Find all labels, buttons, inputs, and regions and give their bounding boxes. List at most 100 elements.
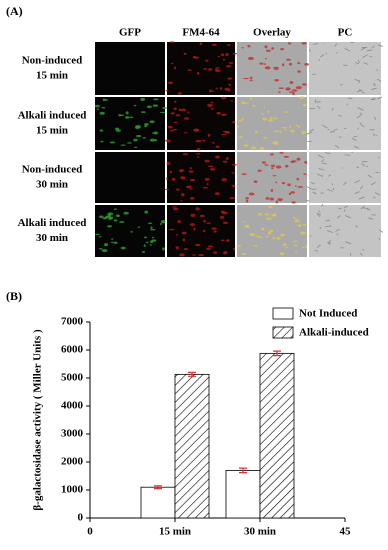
cell [193, 227, 196, 231]
cell [321, 174, 324, 176]
cell [208, 245, 214, 248]
cell [317, 154, 324, 159]
cell [206, 222, 211, 224]
cell [312, 191, 317, 195]
cell [109, 141, 116, 144]
cell [325, 52, 328, 55]
bar [140, 486, 176, 519]
cell [255, 235, 260, 237]
cell [194, 243, 201, 247]
cell [268, 205, 273, 208]
cell [361, 248, 365, 251]
micrograph [306, 96, 383, 150]
micrograph-bg [167, 97, 235, 150]
bar [225, 469, 261, 519]
cell [204, 177, 210, 181]
cell [267, 231, 271, 235]
column-header: Overlay [253, 27, 291, 39]
cell [280, 233, 285, 237]
cell [379, 229, 384, 233]
cell [147, 222, 153, 225]
cell [273, 117, 278, 120]
cell [295, 86, 302, 90]
cell [199, 42, 203, 46]
cell [222, 221, 229, 224]
cell [265, 197, 270, 200]
cell [297, 186, 304, 188]
cell [181, 231, 187, 235]
cell [177, 220, 182, 223]
cell [190, 213, 196, 217]
cell [329, 224, 332, 228]
cell [335, 228, 340, 232]
cell [293, 216, 296, 220]
cell [366, 208, 371, 211]
cell [264, 213, 270, 216]
cell [118, 114, 122, 117]
cell [359, 252, 363, 256]
cell [187, 69, 192, 72]
cell [99, 129, 104, 132]
cell [99, 111, 105, 115]
micrograph [237, 96, 307, 151]
cell [366, 165, 369, 168]
cell [168, 228, 175, 231]
cell [201, 139, 206, 142]
cell [275, 236, 281, 240]
micrograph-bg [237, 152, 307, 203]
cell [359, 112, 363, 115]
cell [295, 124, 298, 127]
cell [362, 54, 368, 58]
cell [243, 221, 247, 223]
cell [232, 121, 236, 124]
cell [373, 82, 376, 85]
cell [289, 62, 293, 66]
cell [328, 174, 332, 177]
cell [314, 99, 317, 103]
cell [331, 183, 334, 186]
row-label: Alkali induced [18, 110, 87, 122]
cell [215, 67, 220, 69]
cell [220, 53, 225, 57]
cell [226, 239, 230, 242]
micrograph [94, 97, 167, 150]
cell [133, 104, 137, 107]
cell [175, 246, 180, 250]
cell [263, 106, 266, 109]
cell [336, 215, 341, 219]
cell [213, 230, 217, 233]
cell [317, 213, 321, 217]
cell [211, 141, 215, 144]
cell [113, 208, 117, 210]
cell [172, 128, 178, 131]
cell [284, 111, 288, 113]
cell [351, 138, 357, 141]
cell [246, 226, 251, 229]
cell [284, 128, 287, 131]
cell [159, 222, 162, 226]
cell [152, 132, 157, 134]
cell [278, 87, 285, 90]
cell [259, 147, 265, 151]
cell [174, 100, 177, 103]
cell [318, 210, 321, 213]
cell [248, 192, 255, 196]
cell [320, 54, 325, 58]
cell [239, 135, 243, 139]
cell [376, 135, 378, 137]
x-tick-label: 0 [87, 526, 93, 538]
cell [195, 207, 200, 211]
cell [287, 183, 291, 187]
cell [272, 175, 277, 177]
cell [299, 96, 305, 99]
cell [241, 173, 247, 176]
legend-label: Alkali-induced [299, 327, 369, 339]
cell [168, 81, 173, 85]
cell [183, 52, 187, 55]
cell [241, 47, 244, 49]
cell [229, 196, 235, 200]
cell [359, 122, 362, 125]
cell [297, 224, 302, 227]
cell [289, 81, 294, 84]
